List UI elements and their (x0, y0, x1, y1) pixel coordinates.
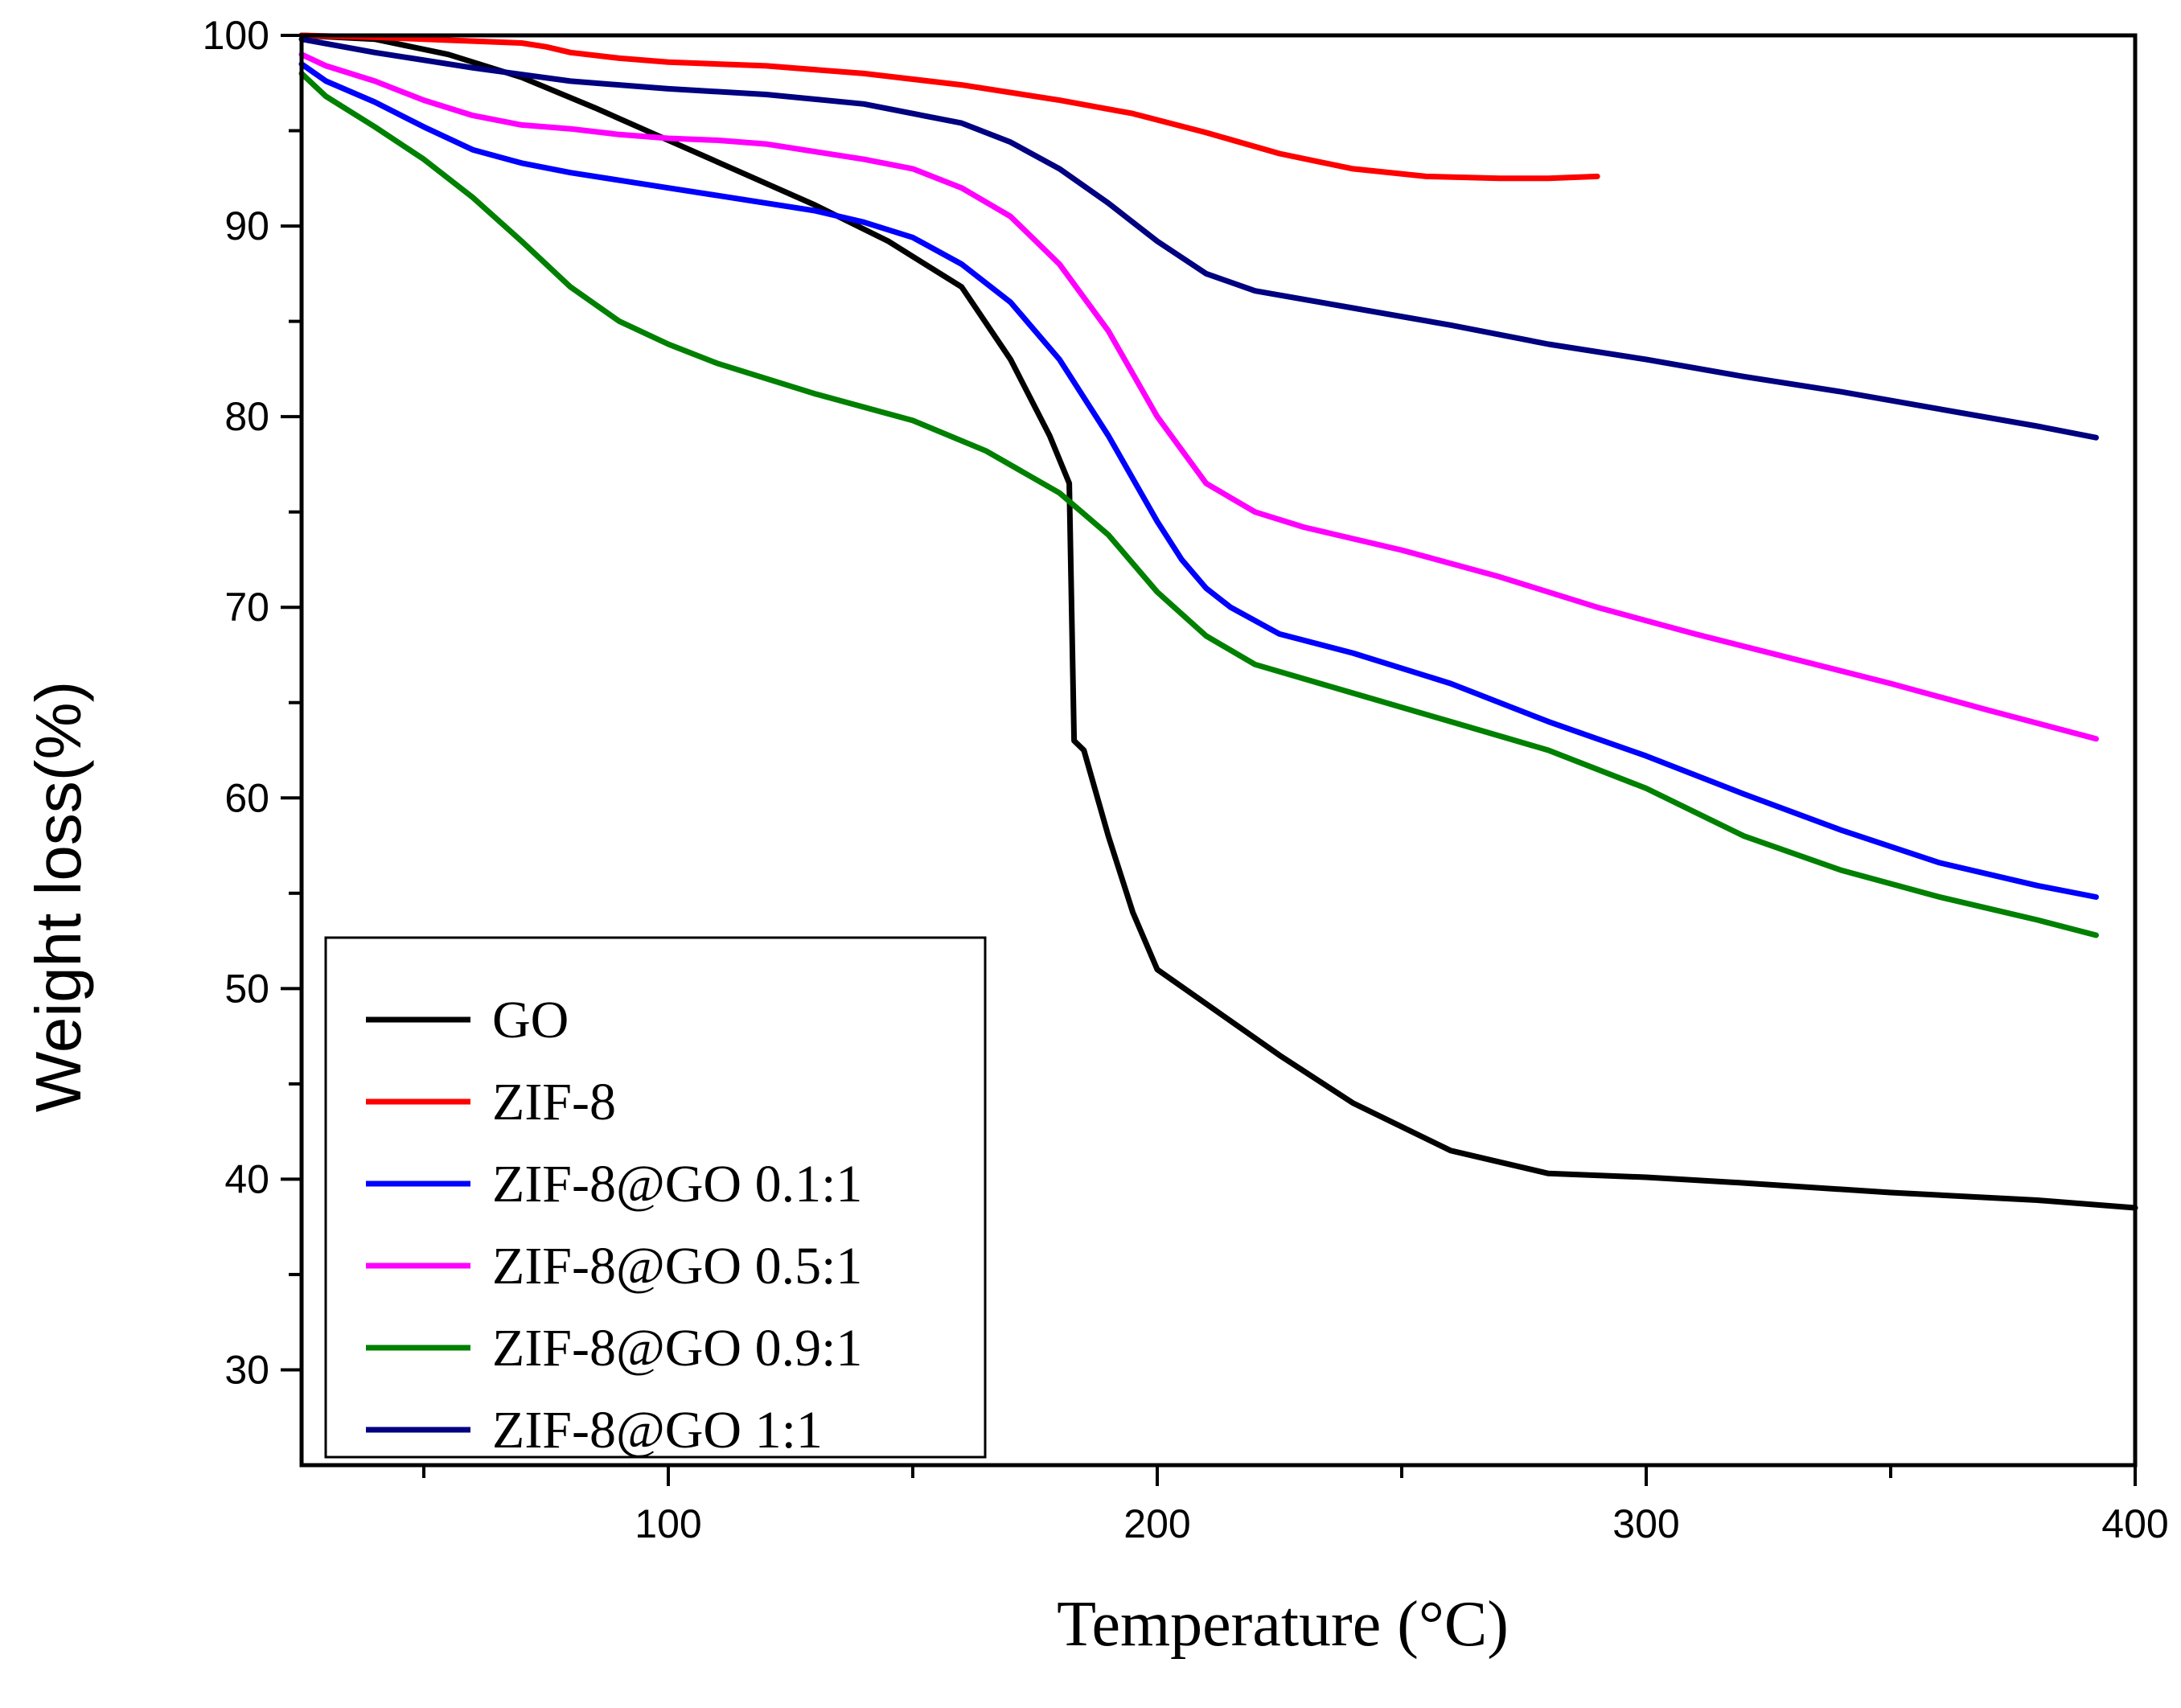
y-tick-label: 100 (203, 13, 269, 58)
legend-label: ZIF-8@GO 0.1:1 (492, 1155, 862, 1213)
y-tick-label: 80 (224, 394, 269, 439)
y-axis-title: Weight loss(%) (23, 681, 94, 1112)
x-tick-label: 400 (2101, 1501, 2168, 1546)
legend: GO ZIF-8 ZIF-8@GO 0.1:1 ZIF-8@GO 0.5:1 ZIF-8… (324, 936, 987, 1460)
x-axis-title: Temperature (°C) (1057, 1589, 1509, 1660)
legend-label: ZIF-8@GO 0.9:1 (492, 1319, 862, 1377)
legend-label: ZIF-8@GO 0.5:1 (492, 1237, 862, 1295)
series-line-2 (298, 61, 2099, 900)
x-tick-label: 200 (1123, 1501, 1190, 1546)
series-line-3 (298, 51, 2099, 742)
y-tick-label: 90 (224, 203, 269, 248)
y-tick-label: 70 (224, 585, 269, 630)
x-tick-label: 100 (635, 1501, 701, 1546)
series-line-4 (298, 70, 2099, 938)
legend-label: ZIF-8@GO 1:1 (492, 1401, 823, 1460)
legend-label: ZIF-8 (492, 1073, 616, 1131)
series-line-0 (298, 32, 2138, 1211)
series-line-5 (298, 36, 2099, 441)
plot-frame (299, 33, 2138, 1468)
y-tick-label: 40 (224, 1156, 269, 1201)
axes-layer: 30 40 50 60 70 80 90 100 100 200 300 400 (203, 13, 2169, 1546)
legend-box (324, 936, 987, 1459)
y-tick-label: 30 (224, 1347, 269, 1392)
series-line-1 (298, 32, 1600, 182)
y-tick-label: 50 (224, 966, 269, 1011)
y-tick-label: 60 (224, 775, 269, 820)
x-tick-label: 300 (1612, 1501, 1679, 1546)
series-layer (298, 32, 2138, 1211)
legend-label: GO (492, 991, 569, 1049)
